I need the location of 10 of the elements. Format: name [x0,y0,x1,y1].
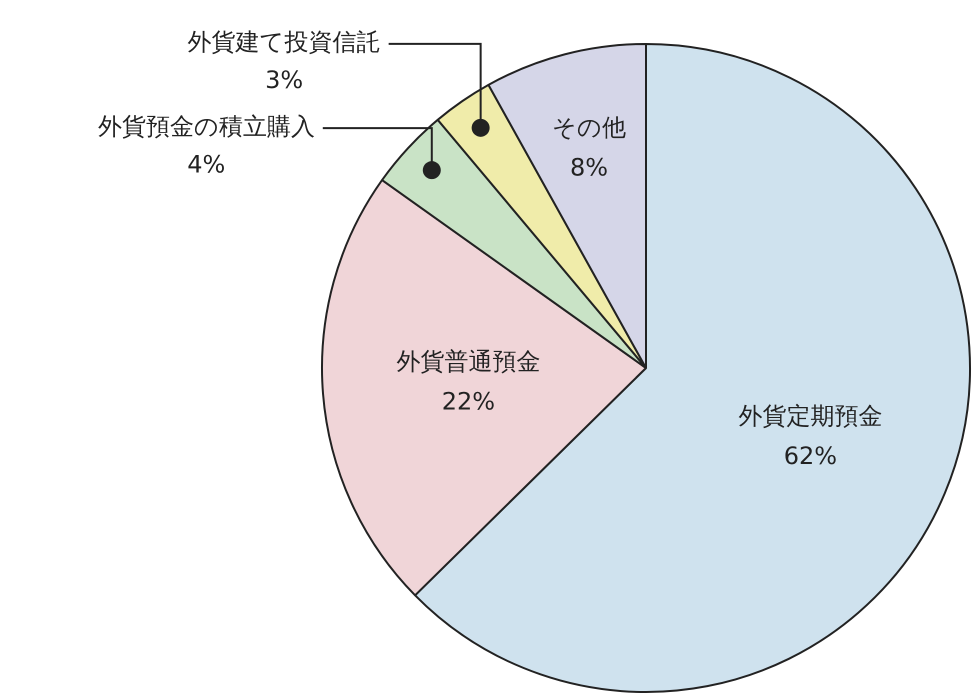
slice-label: 外貨定期預金 [738,402,882,430]
data-label: 62% [784,442,838,470]
data-label: 8% [570,154,608,182]
data-label: 22% [442,387,496,416]
data-label: 3% [265,66,304,94]
slice-label: その他 [552,114,626,142]
data-label: 4% [187,150,226,178]
slice-label: 外貨預金の積立購入 [98,112,315,140]
slice-label: 外貨普通預金 [396,347,540,376]
slice-label: 外貨建て投資信託 [188,28,381,56]
